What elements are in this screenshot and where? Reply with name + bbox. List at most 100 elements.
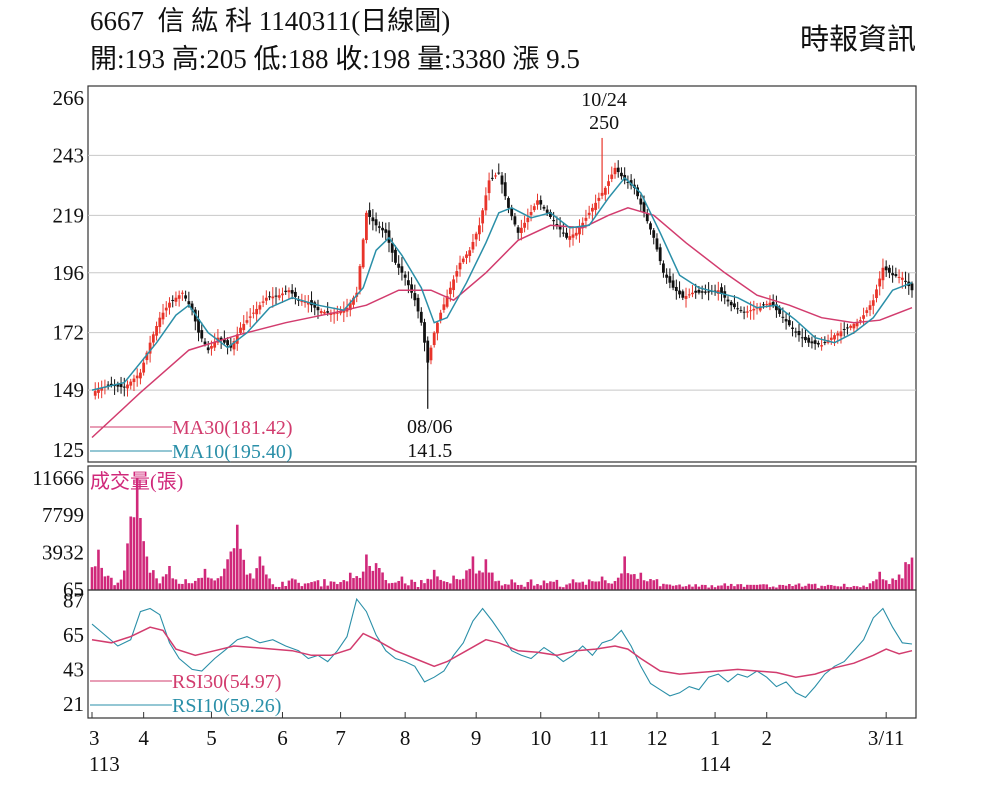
candle-body (862, 315, 865, 319)
candle-body (878, 278, 882, 287)
candle-body (781, 316, 785, 318)
volume-bar (552, 581, 555, 590)
volume-bar (784, 585, 788, 590)
candle-body (400, 266, 404, 273)
volume-bar (704, 584, 707, 590)
candle-body (413, 293, 417, 301)
volume-bar (749, 584, 752, 590)
source-brand: 時報資訊 (799, 24, 916, 56)
candle-body (332, 312, 336, 315)
volume-bar (468, 568, 472, 590)
x-tick-label: 10 (530, 726, 551, 750)
price-legend-label: MA10(195.40) (172, 441, 293, 463)
candle-body (484, 195, 488, 211)
close-value: 198 (369, 44, 411, 74)
candle-body (465, 254, 468, 258)
volume-bar (836, 586, 840, 590)
candle-body (461, 258, 465, 263)
volume-bar (271, 584, 275, 590)
volume-bar (894, 579, 898, 590)
volume-bar (190, 583, 194, 590)
volume-bar (523, 586, 526, 590)
volume-tick-label: 7799 (42, 503, 84, 527)
volume-bar (549, 581, 552, 590)
candle-body (158, 317, 162, 328)
volume-bar (639, 572, 643, 590)
volume-bar (423, 583, 426, 590)
candle-body (607, 181, 610, 186)
candle-body (242, 323, 246, 331)
volume-bar (729, 583, 733, 590)
volume-bar (652, 580, 656, 590)
candle-body (552, 220, 556, 222)
volume-bar (607, 583, 610, 590)
volume-bar (277, 586, 281, 590)
candle-body (261, 301, 265, 303)
candle-body (881, 267, 885, 281)
candle-body (842, 328, 846, 330)
volume-bar (752, 584, 756, 590)
candle-body (720, 287, 723, 294)
volume-bar (662, 583, 665, 590)
candle-body (100, 388, 104, 391)
candle-body (423, 322, 426, 343)
candle-body (865, 310, 869, 313)
candle-body (200, 330, 204, 339)
volume-bar (313, 581, 317, 590)
volume-bar (800, 586, 804, 590)
candle-body (516, 227, 520, 233)
volume-bar (642, 580, 646, 590)
x-tick-label: 8 (400, 726, 411, 750)
candle-body (568, 236, 572, 240)
candle-body (452, 279, 455, 291)
volume-bar (813, 583, 817, 590)
volume-bar (471, 556, 475, 590)
rsi-legend-label: RSI10(59.26) (172, 695, 281, 717)
price-tick-label: 266 (53, 86, 85, 110)
candle-body (190, 303, 194, 311)
volume-bar (294, 579, 297, 590)
x-year-label: 114 (700, 752, 731, 776)
volume-bar (416, 587, 420, 590)
candle-body (416, 297, 420, 312)
candle-body (126, 384, 129, 389)
x-tick-label: 7 (335, 726, 346, 750)
candle-body (565, 232, 568, 238)
candle-body (155, 326, 158, 336)
volume-bar (500, 585, 504, 590)
volume-bar (684, 586, 688, 590)
volume-bar (584, 584, 588, 590)
volume-bar (110, 577, 113, 590)
candle-body (626, 181, 630, 183)
candle-body (904, 280, 907, 282)
volume-bar (410, 579, 413, 590)
volume-bar (106, 575, 110, 590)
candle-body (426, 340, 430, 363)
volume-bar (374, 563, 378, 590)
candle-body (897, 276, 901, 278)
volume-bar (142, 541, 145, 590)
volume-bar (258, 556, 262, 590)
candle-body (232, 340, 236, 350)
volume-bar (697, 586, 701, 590)
volume-bar (226, 559, 229, 590)
volume-bar (465, 570, 468, 590)
volume-bar (687, 584, 691, 590)
volume-bar (839, 586, 843, 590)
x-tick-label: 2 (761, 726, 772, 750)
candle-body (397, 263, 401, 268)
volume-bar (174, 579, 178, 590)
volume-bar (497, 580, 501, 590)
volume-bar (829, 585, 833, 590)
volume-bar (403, 583, 407, 590)
volume-bar (261, 565, 265, 590)
volume-bar (187, 583, 191, 590)
candle-body (629, 180, 633, 186)
volume-bar (452, 575, 455, 590)
candle-body (478, 225, 481, 235)
candle-body (284, 290, 288, 292)
candle-body (694, 290, 698, 293)
volume-bar (345, 581, 349, 590)
volume-bar (865, 586, 869, 590)
candle-body (610, 174, 614, 179)
